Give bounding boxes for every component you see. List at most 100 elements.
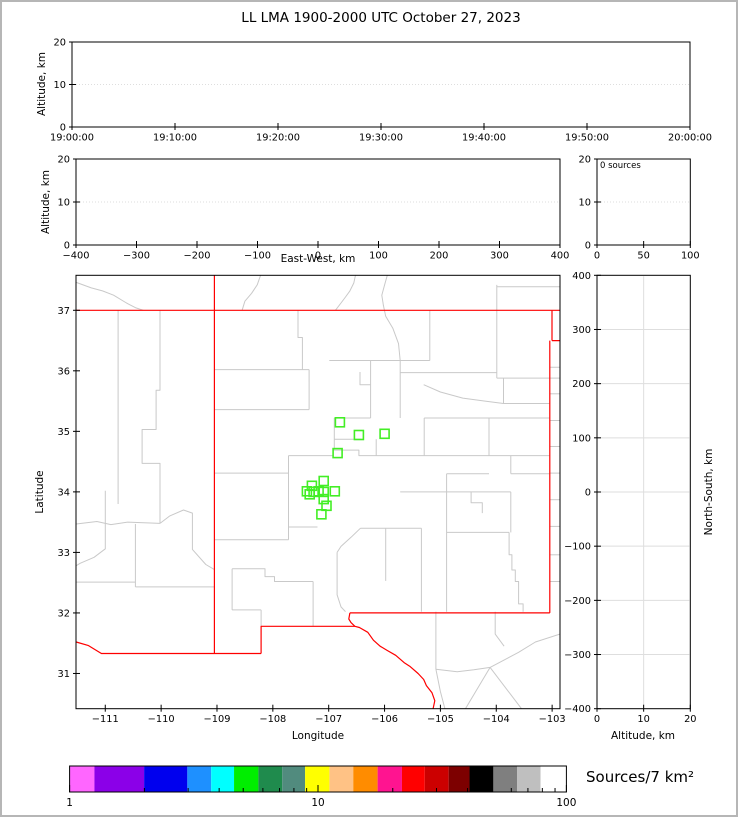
tick-label: 1 [66,797,73,809]
lma-station-marker [304,488,316,500]
ns-panel-x-axis-label: Altitude, km [610,730,676,742]
lma-station-marker [318,486,330,498]
tick-label: −300 [564,650,591,661]
tick-label: −107 [315,714,342,725]
tick-label: −100 [244,251,271,262]
tick-label: 300 [572,325,591,336]
county-boundary-line [470,491,483,514]
tick-label: 0 [315,251,321,262]
state-border-line [260,625,355,654]
colorbar-segment [353,766,378,792]
tick-label: 100 [572,433,591,444]
colorbar-segment [144,766,188,792]
source-count-annotation: 0 sources [600,161,641,171]
tick-label: −100 [564,542,591,553]
lma-station-marker [329,485,341,497]
county-boundary-line [232,568,289,582]
tick-label: 50 [637,251,649,262]
tick-label: 300 [490,251,509,262]
colorbar-segment [187,766,212,792]
tick-label: −104 [483,714,510,725]
state-border-line [76,641,262,655]
ns-panel-y-axis-label: North-South, km [703,448,715,536]
county-boundary-line [489,633,560,668]
county-boundary-line [335,275,356,311]
tick-label: −110 [148,714,175,725]
tick-label: 20 [684,714,696,725]
county-boundary-line [489,667,522,709]
tick-label: 33 [58,548,70,559]
tick-label: 200 [572,379,591,390]
colorbar-segment [305,766,330,792]
colorbar-segment [493,766,518,792]
tick-label: −111 [92,714,119,725]
county-boundary-line [494,611,505,647]
lma-station-marker [321,500,332,512]
tick-label: −200 [184,251,211,262]
county-boundary-line [76,281,144,311]
map-layers [76,275,560,709]
colorbar-segment [424,766,449,792]
tick-label: 0 [64,241,70,252]
ew-panel-x-axis-label: East-West, km [280,253,356,265]
lma-station-marker [353,429,365,441]
colorbar-segment [69,766,95,792]
tick-label: 10 [637,714,649,725]
tick-label: 200 [430,251,449,262]
colorbar [69,765,567,793]
county-boundary-line [336,552,346,613]
panel-gridlines [73,84,690,708]
tick-label: 100 [681,251,700,262]
tick-label: 37 [58,306,70,317]
colorbar-segment [469,766,494,792]
colorbar-segment [377,766,402,792]
map-x-axis-label: Longitude [291,730,345,742]
tick-label: 400 [551,251,570,262]
lma-station-marker [301,485,313,497]
tick-label: 10 [54,80,66,91]
tick-label: 19:50:00 [565,133,609,144]
tick-label: 31 [58,669,70,680]
tick-label: −109 [204,714,231,725]
tick-label: 100 [369,251,388,262]
tick-label: 35 [58,427,70,438]
tick-label: 10 [58,198,70,209]
county-boundary-line [288,449,550,457]
tick-label: 34 [58,487,70,498]
county-boundary-line [76,490,106,567]
map-y-axis-label: Latitude [34,470,46,514]
lma-station-marker [334,416,346,428]
tick-label: 20 [58,155,70,166]
tick-label: 10 [311,797,324,809]
colorbar-segment [234,766,259,792]
tick-label: −400 [564,704,591,715]
tick-label: 0 [594,714,600,725]
colorbar-segment [211,766,235,792]
colorbar-segment [329,766,354,792]
axis-ticks-and-labels: 19:00:00 19:10:00 19:20:00 19:30:00 19:40:00… [50,38,712,810]
tick-label: −108 [259,714,286,725]
county-boundary-line [508,532,524,612]
state-border-line [348,612,436,709]
colorbar-label: Sources/7 km² [586,768,695,786]
colorbar-segment [94,766,145,792]
lma-station-marker [318,493,330,505]
lma-station-marker [379,428,390,440]
tick-label: −103 [539,714,566,725]
county-boundary-line [359,372,371,386]
tick-label: 19:40:00 [462,133,506,144]
tick-label: −106 [371,714,398,725]
tick-label: 20 [579,155,591,166]
plot-title: LL LMA 1900-2000 UTC October 27, 2023 [241,10,521,26]
tick-label: 19:00:00 [50,133,94,144]
tick-label: 0 [585,488,591,499]
county-boundary-line [297,310,303,370]
county-boundary-line [423,384,504,404]
tick-label: 10 [579,198,591,209]
tick-label: 0 [585,241,591,252]
county-boundary-line [241,275,262,311]
lma-station-marker [318,475,330,487]
colorbar-segment [540,766,567,792]
